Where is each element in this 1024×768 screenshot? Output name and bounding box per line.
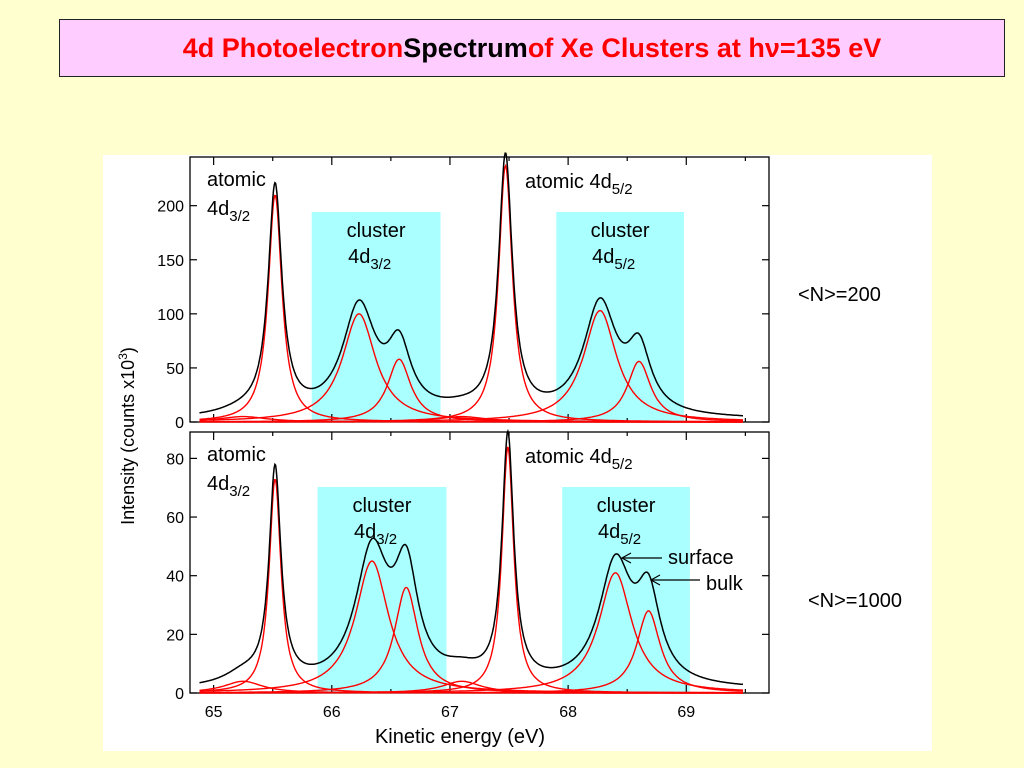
panel-2-data-curve (199, 428, 744, 686)
xtick-label-67: 67 (441, 704, 459, 721)
bulk-arrow-head (649, 574, 661, 586)
panel-2-cluster-32-label: cluster (353, 495, 412, 517)
panel-1-fit-component-8 (199, 415, 743, 423)
title-nu: ν (764, 32, 780, 63)
xtick-label-65: 65 (205, 704, 223, 721)
title-box: 4d Photoelectron Spectrum of Xe Clusters… (59, 19, 1005, 77)
panel-1-data-curve (199, 152, 743, 417)
title-part-4: =135 eV (779, 32, 882, 63)
surface-arrow-head (620, 552, 632, 564)
panel-2-ytick-label-80: 80 (166, 451, 184, 468)
panel-1-atomic-32-label: atomic (207, 169, 266, 191)
title-part-2: Spectrum (403, 32, 528, 63)
panel-2-ytick-label-20: 20 (166, 627, 184, 644)
xtick-label-68: 68 (559, 704, 577, 721)
y-axis-label: Intensity (counts x103) (116, 347, 138, 525)
panel-1-ytick-label-0: 0 (175, 415, 184, 432)
panel-2-fit-component-8 (199, 680, 743, 694)
panel-1-cluster-52-label: cluster (591, 220, 650, 242)
panel-2-atomic-52-label: atomic 4d5/2 (525, 446, 633, 473)
panel-2-bulk-label: bulk (706, 573, 744, 595)
panel-2-cluster-52-sub-label: 4d5/2 (598, 521, 641, 548)
figure-panel (103, 155, 932, 751)
panel-1-size-label: <N>=200 (798, 284, 881, 306)
title-part-1: 4d Photoelectron (182, 32, 404, 63)
panel-1-atomic-32-sub-label: 4d3/2 (207, 198, 250, 225)
panel-1-ytick-label-50: 50 (166, 361, 184, 378)
panel-1-cluster-band-2 (556, 212, 684, 422)
panel-1-cluster-32-sub-label: 4d3/2 (348, 246, 391, 273)
panel-2-surface-label: surface (668, 547, 734, 569)
panel-2-size-label: <N>=1000 (808, 590, 902, 612)
panel-2-atomic-32-label: atomic (207, 444, 266, 466)
panel-2-cluster-32-sub-label: 4d3/2 (354, 521, 397, 548)
xtick-label-69: 69 (677, 704, 695, 721)
panel-2-ytick-label-40: 40 (166, 569, 184, 586)
panel-2-atomic-32-sub-label: 4d3/2 (207, 473, 250, 500)
panel-1-atomic-52-label: atomic 4d5/2 (525, 171, 633, 198)
panel-1-ytick-label-100: 100 (157, 307, 184, 324)
panel-1-cluster-52-sub-label: 4d5/2 (592, 246, 635, 273)
panel-2-ytick-label-60: 60 (166, 510, 184, 527)
panel-1-ytick-label-200: 200 (157, 199, 184, 216)
panel-1-ytick-label-150: 150 (157, 253, 184, 270)
title-part-3: of Xe Clusters at h (527, 32, 765, 63)
panel-2-ytick-label-0: 0 (175, 686, 184, 703)
panel-1-cluster-band-1 (311, 212, 441, 422)
panel-1-cluster-32-label: cluster (347, 220, 406, 242)
xtick-label-66: 66 (323, 704, 341, 721)
panel-2-cluster-52-label: cluster (597, 495, 656, 517)
x-axis-label: Kinetic energy (eV) (375, 726, 545, 748)
